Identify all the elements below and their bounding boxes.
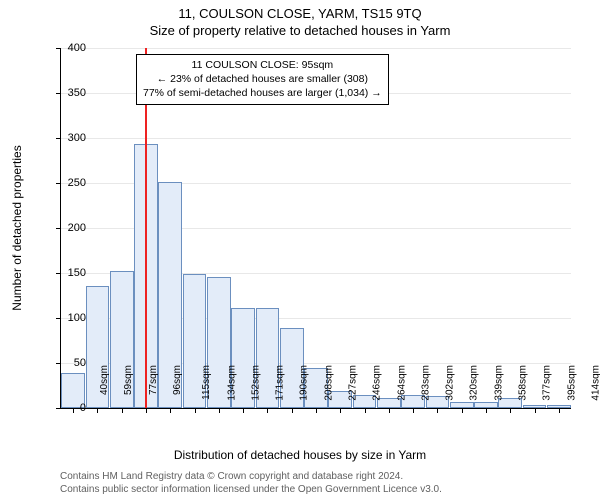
y-tick-label: 150 — [56, 267, 86, 279]
x-tick-label: 320sqm — [469, 365, 480, 401]
x-tick-label: 377sqm — [542, 365, 553, 401]
x-tick-mark — [243, 408, 244, 413]
x-tick-mark — [219, 408, 220, 413]
y-tick-label: 250 — [56, 177, 86, 189]
x-tick-mark — [122, 408, 123, 413]
x-tick-mark — [510, 408, 511, 413]
y-tick-label: 50 — [56, 357, 86, 369]
x-axis-label: Distribution of detached houses by size … — [0, 448, 600, 462]
x-tick-mark — [195, 408, 196, 413]
y-tick-label: 100 — [56, 312, 86, 324]
x-tick-label: 134sqm — [226, 365, 237, 401]
x-tick-label: 77sqm — [148, 365, 159, 395]
footer-line-1: Contains HM Land Registry data © Crown c… — [60, 470, 442, 483]
x-tick-mark — [97, 408, 98, 413]
grid-line — [61, 138, 571, 139]
footer-attribution: Contains HM Land Registry data © Crown c… — [60, 470, 442, 496]
plot-area: 11 COULSON CLOSE: 95sqm← 23% of detached… — [60, 48, 571, 409]
x-tick-label: 414sqm — [590, 365, 600, 401]
x-tick-label: 246sqm — [372, 365, 383, 401]
x-tick-label: 40sqm — [99, 365, 110, 395]
x-tick-mark — [292, 408, 293, 413]
x-tick-label: 283sqm — [420, 365, 431, 401]
grid-line — [61, 48, 571, 49]
y-tick-label: 300 — [56, 132, 86, 144]
y-tick-label: 0 — [56, 402, 86, 414]
x-tick-mark — [462, 408, 463, 413]
x-tick-mark — [316, 408, 317, 413]
x-tick-label: 59sqm — [123, 365, 134, 395]
annotation-line: 77% of semi-detached houses are larger (… — [143, 86, 382, 100]
x-tick-mark — [389, 408, 390, 413]
x-tick-label: 208sqm — [323, 365, 334, 401]
chart-container: 11, COULSON CLOSE, YARM, TS15 9TQ Size o… — [0, 0, 600, 500]
x-tick-mark — [340, 408, 341, 413]
y-tick-label: 400 — [56, 42, 86, 54]
x-tick-label: 115sqm — [201, 365, 212, 400]
x-tick-label: 358sqm — [518, 365, 529, 401]
x-tick-label: 152sqm — [250, 365, 261, 401]
x-tick-mark — [486, 408, 487, 413]
y-tick-label: 350 — [56, 87, 86, 99]
annotation-line: ← 23% of detached houses are smaller (30… — [143, 72, 382, 86]
x-tick-mark — [437, 408, 438, 413]
x-tick-label: 190sqm — [299, 365, 310, 401]
x-tick-mark — [413, 408, 414, 413]
x-tick-label: 171sqm — [275, 365, 286, 401]
annotation-line: 11 COULSON CLOSE: 95sqm — [143, 58, 382, 72]
chart-title: 11, COULSON CLOSE, YARM, TS15 9TQ — [0, 0, 600, 21]
x-tick-mark — [146, 408, 147, 413]
x-tick-label: 264sqm — [396, 365, 407, 401]
y-tick-label: 200 — [56, 222, 86, 234]
x-tick-label: 302sqm — [445, 365, 456, 401]
footer-line-2: Contains public sector information licen… — [60, 483, 442, 496]
x-tick-mark — [170, 408, 171, 413]
x-tick-label: 227sqm — [348, 365, 359, 401]
x-tick-mark — [267, 408, 268, 413]
x-tick-label: 395sqm — [566, 365, 577, 401]
y-axis-label: Number of detached properties — [10, 145, 24, 310]
chart-subtitle: Size of property relative to detached ho… — [0, 21, 600, 38]
x-tick-label: 339sqm — [493, 365, 504, 401]
x-tick-mark — [535, 408, 536, 413]
x-tick-mark — [365, 408, 366, 413]
annotation-box: 11 COULSON CLOSE: 95sqm← 23% of detached… — [136, 54, 389, 105]
x-tick-mark — [559, 408, 560, 413]
x-tick-label: 96sqm — [172, 365, 183, 395]
